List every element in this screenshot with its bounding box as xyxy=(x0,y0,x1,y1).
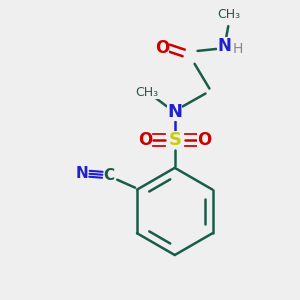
Text: CH₃: CH₃ xyxy=(136,86,159,99)
Text: CH₃: CH₃ xyxy=(218,8,241,21)
Text: O: O xyxy=(155,39,169,57)
Text: H: H xyxy=(233,42,243,56)
Text: C: C xyxy=(104,168,115,183)
Text: N: N xyxy=(75,166,88,181)
Text: O: O xyxy=(197,131,212,149)
Text: N: N xyxy=(218,37,231,55)
Text: N: N xyxy=(167,103,182,122)
Text: O: O xyxy=(138,131,152,149)
Text: S: S xyxy=(168,131,181,149)
